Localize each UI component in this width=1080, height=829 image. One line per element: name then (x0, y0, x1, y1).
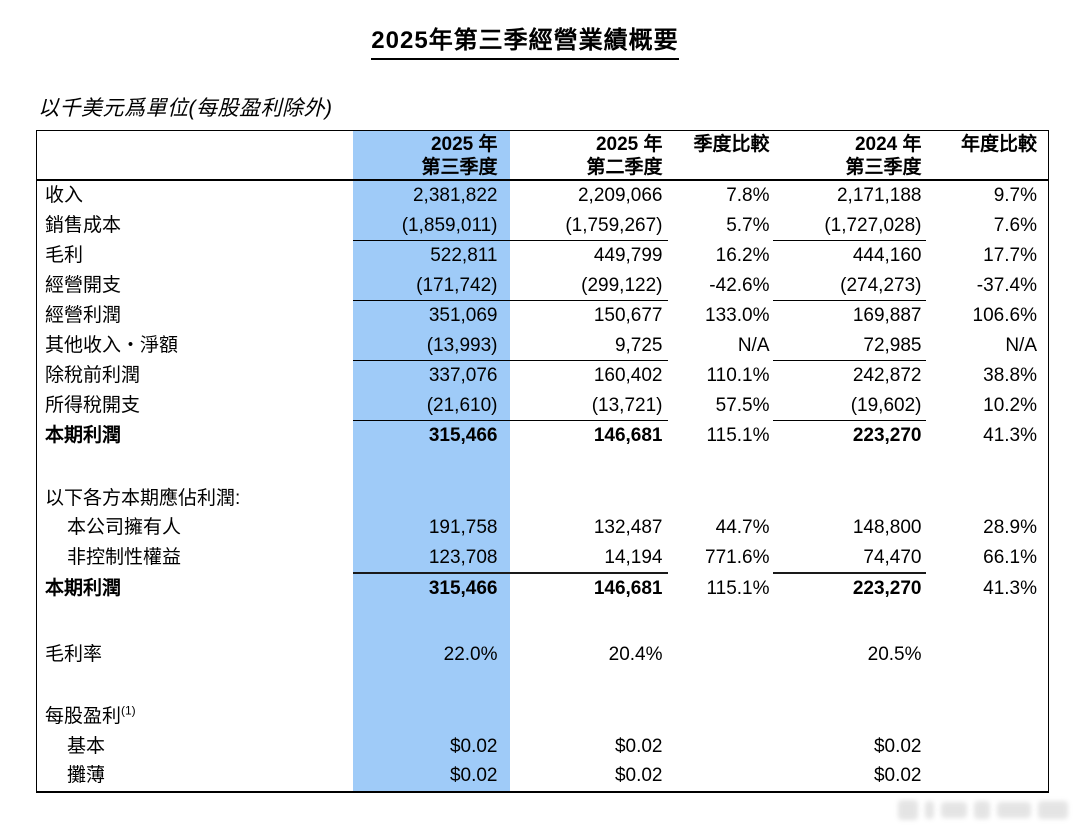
table-row-owners-of-company: 本公司擁有人 191,758 132,487 44.7% 148,800 28.… (37, 513, 1049, 543)
header-2024-q3: 2024 年 第三季度 (772, 130, 926, 181)
table-row-operating-expenses: 經營開支 (171,742) (299,122) -42.6% (274,273… (37, 270, 1049, 301)
spacer-row (37, 450, 1049, 484)
page-title: 2025年第三季經營業績概要 (371, 20, 679, 60)
table-row-eps-heading: 每股盈利(1) (37, 702, 1049, 732)
units-note: 以千美元爲單位(每股盈利除外) (38, 97, 333, 120)
results-table: 2025 年 第三季度 2025 年 第二季度 季度比較 2024 年 第三季度… (36, 130, 1049, 793)
table-row-other-income-net: 其他收入・淨額 (13,993) 9,725 N/A 72,985 N/A (37, 330, 1049, 361)
spacer-row (37, 603, 1049, 640)
header-qoq-change: 季度比較 (667, 130, 773, 181)
table-row-eps-basic: 基本 $0.02 $0.02 $0.02 (37, 731, 1049, 761)
table-row-cost-of-sales: 銷售成本 (1,859,011) (1,759,267) 5.7% (1,727… (37, 210, 1049, 241)
table-row-non-controlling-interests: 非控制性權益 123,708 14,194 771.6% 74,470 66.1… (37, 542, 1049, 574)
header-blank (36, 130, 353, 181)
table-row-eps-diluted: 攤薄 $0.02 $0.02 $0.02 (37, 761, 1049, 792)
table-row-income-tax-expense: 所得稅開支 (21,610) (13,721) 57.5% (19,602) 1… (37, 390, 1049, 421)
header-yoy-change: 年度比較 (925, 130, 1049, 181)
page-title-wrap: 2025年第三季經營業績概要 (0, 20, 1050, 60)
header-2025-q3: 2025 年 第三季度 (352, 130, 510, 181)
table-row-profit-for-period-total: 本期利潤 315,466 146,681 115.1% 223,270 41.3… (37, 573, 1049, 604)
table-row-profit-before-tax: 除稅前利潤 337,076 160,402 110.1% 242,872 38.… (37, 360, 1049, 391)
header-2025-q2: 2025 年 第二季度 (509, 130, 668, 181)
watermark (898, 797, 1068, 823)
table-row-gross-profit: 毛利 522,811 449,799 16.2% 444,160 17.7% (37, 240, 1049, 271)
table-row-gross-margin: 毛利率 22.0% 20.4% 20.5% (37, 639, 1049, 669)
table-row-revenue: 收入 2,381,822 2,209,066 7.8% 2,171,188 9.… (37, 180, 1049, 211)
table-row-profit-for-period: 本期利潤 315,466 146,681 115.1% 223,270 41.3… (37, 420, 1049, 451)
table-row-attributable-heading: 以下各方本期應佔利潤: (37, 483, 1049, 513)
table-header-row: 2025 年 第三季度 2025 年 第二季度 季度比較 2024 年 第三季度… (36, 130, 1049, 181)
spacer-row (37, 669, 1049, 702)
table-row-operating-profit: 經營利潤 351,069 150,677 133.0% 169,887 106.… (37, 300, 1049, 331)
footnote-marker: (1) (121, 703, 136, 718)
